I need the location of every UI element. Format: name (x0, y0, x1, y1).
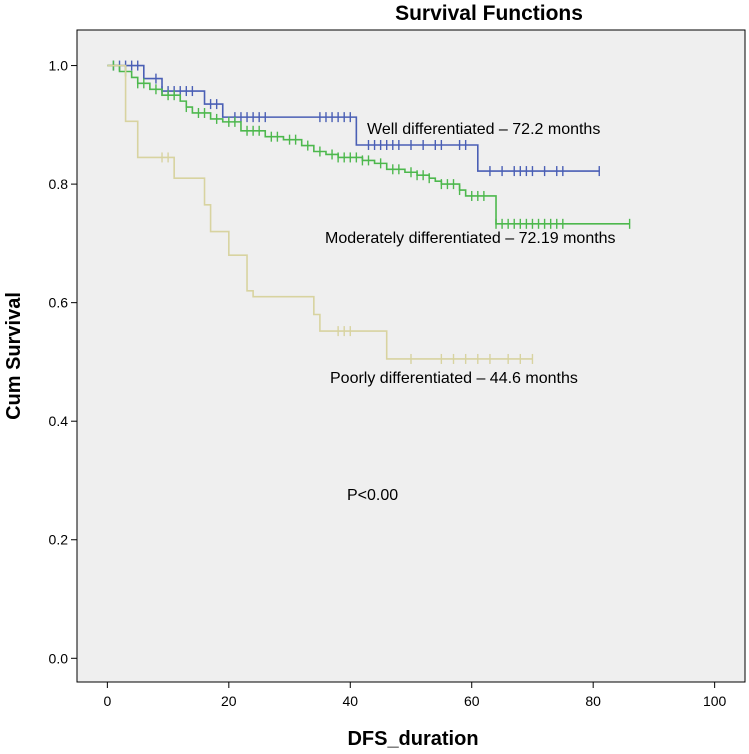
x-tick-label: 60 (464, 693, 480, 709)
y-axis: 0.0 0.2 0.4 0.6 0.8 1.0 (49, 58, 77, 666)
series-line-poorly (107, 64, 533, 360)
y-tick-label: 0.8 (49, 176, 69, 192)
series-moderately (107, 60, 631, 229)
chart-title: Survival Functions (395, 2, 583, 25)
x-tick-label: 100 (703, 693, 727, 709)
y-tick-label: 0.4 (49, 413, 69, 429)
series-well (107, 60, 600, 177)
annotation-moderate: Moderately differentiated – 72.19 months (325, 230, 616, 247)
annotation-well: Well differentiated – 72.2 months (367, 121, 600, 138)
y-tick-label: 0.0 (49, 650, 69, 666)
series-layer (107, 60, 631, 364)
y-tick-label: 1.0 (49, 58, 69, 74)
y-axis-label: Cum Survival (3, 292, 25, 420)
x-tick-label: 80 (585, 693, 601, 709)
x-tick-label: 20 (221, 693, 237, 709)
x-tick-label: 0 (103, 693, 111, 709)
series-line-well (107, 64, 600, 172)
x-tick-label: 40 (342, 693, 358, 709)
series-poorly (107, 64, 534, 364)
annotation-poor: Poorly differentiated – 44.6 months (330, 370, 578, 387)
x-axis: 0 20 40 60 80 100 (103, 682, 727, 709)
annotation-p-value: P<0.00 (347, 487, 398, 504)
x-axis-label: DFS_duration (347, 728, 478, 750)
y-tick-label: 0.2 (49, 532, 69, 548)
y-tick-label: 0.6 (49, 295, 69, 311)
